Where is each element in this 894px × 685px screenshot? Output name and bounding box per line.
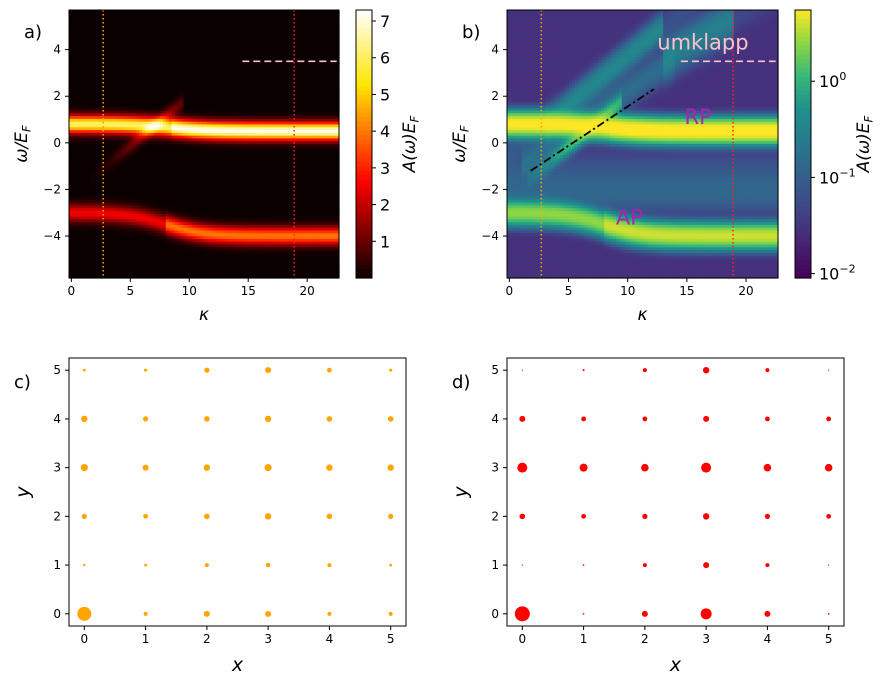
heatmap-cells — [69, 10, 340, 279]
figure: 0 5 10 15 20−4−2024κω/EFa)1234567A(ω)EFumkla… — [0, 0, 894, 685]
